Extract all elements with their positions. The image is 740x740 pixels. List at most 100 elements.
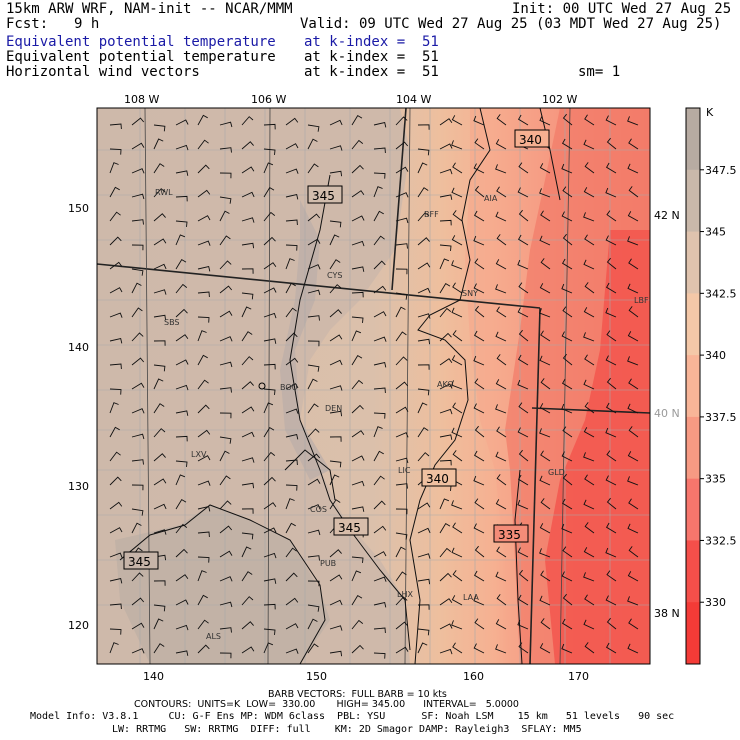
wind-barb [219, 260, 232, 270]
lat-label: 38 N [654, 607, 680, 620]
wind-barb [329, 220, 342, 228]
wind-barb [241, 242, 255, 249]
graticule [144, 108, 571, 664]
wind-barb [627, 283, 639, 294]
wind-barb [241, 292, 254, 300]
wind-barb [373, 387, 386, 394]
wind-barb [197, 330, 207, 342]
wind-barb [583, 572, 595, 582]
wind-barb [131, 648, 145, 654]
wind-barb [175, 283, 188, 294]
wind-barb [496, 474, 507, 486]
contour-label: 335 [498, 528, 521, 542]
wind-barb [584, 402, 595, 414]
wind-barb [351, 430, 365, 438]
wind-barb [561, 403, 573, 414]
wind-barb [606, 570, 617, 582]
wind-barb [584, 594, 595, 606]
wind-barb [329, 334, 343, 342]
wind-barb [131, 508, 144, 516]
wind-barb [539, 595, 551, 606]
wind-barb [307, 453, 321, 462]
wind-barb [373, 235, 385, 246]
wind-barb [197, 189, 211, 198]
wind-barb [219, 172, 232, 179]
wind-barb [241, 217, 255, 223]
wind-barb [175, 384, 189, 391]
wind-barb [307, 124, 320, 132]
wind-barb [518, 402, 529, 414]
wind-barb [131, 244, 144, 251]
wind-barb [495, 331, 507, 342]
wind-barb [395, 646, 409, 654]
wind-barb [329, 145, 343, 151]
wind-barb [351, 354, 363, 366]
wind-barb [561, 138, 573, 150]
wind-barb [605, 187, 617, 198]
wind-barb [109, 501, 123, 510]
wind-barb [417, 124, 430, 130]
wind-barb [263, 628, 276, 635]
wind-barb [417, 502, 431, 510]
wind-barb [351, 594, 363, 606]
wind-barb [583, 259, 595, 270]
wind-barb [562, 233, 573, 246]
wind-barb [473, 210, 485, 222]
wind-barb [439, 459, 452, 466]
wind-barb [605, 355, 617, 366]
wind-barb [452, 402, 463, 414]
wind-barb [175, 460, 188, 467]
wind-barb [109, 261, 123, 270]
wind-barb [417, 237, 430, 246]
wind-barb [263, 211, 276, 222]
wind-barb [285, 522, 296, 534]
wind-barb [452, 450, 463, 462]
wind-barb [109, 162, 119, 174]
wind-barb [153, 503, 167, 510]
wind-barb [329, 599, 343, 606]
wind-barb [241, 431, 255, 438]
wind-barb [439, 547, 452, 558]
wind-barb [473, 595, 485, 606]
wind-barb [109, 337, 123, 344]
wind-barb [307, 238, 321, 246]
wind-barb [175, 195, 188, 202]
field-level-3: at k-index = 51 [304, 64, 439, 80]
wind-barb [473, 163, 485, 174]
colorbar-segment [686, 293, 700, 356]
wind-barb [175, 650, 189, 656]
smoothing-label: sm= 1 [578, 64, 621, 80]
wind-barb [153, 163, 165, 174]
wind-barb [539, 428, 551, 438]
wind-barb [285, 168, 299, 174]
wind-barb [329, 460, 342, 468]
wind-barb [517, 474, 529, 486]
contour-label: 345 [128, 555, 151, 569]
wind-barb [241, 356, 254, 366]
wind-barb [131, 117, 145, 126]
wind-barb [263, 363, 276, 370]
wind-barb [518, 162, 529, 174]
wind-barb [197, 114, 208, 126]
wind-barb [395, 532, 408, 540]
wind-barb [474, 498, 485, 510]
wind-barb [395, 166, 409, 174]
wind-barb [329, 650, 343, 657]
wind-barb [351, 404, 364, 414]
wind-barb [197, 291, 210, 298]
wind-barb [153, 213, 166, 222]
wind-barb [109, 312, 123, 318]
wind-barb [517, 427, 529, 438]
wind-barb [197, 480, 211, 486]
wind-barb [518, 449, 529, 462]
wind-barb [175, 334, 189, 342]
wind-barb [473, 643, 485, 654]
wind-barb [329, 410, 343, 417]
wind-barb [451, 260, 463, 270]
wind-barb [495, 379, 507, 390]
wind-barb [395, 217, 409, 224]
wind-barb [307, 504, 321, 510]
colorbar-border [685, 107, 701, 665]
wind-barb [473, 330, 485, 342]
wind-barb [417, 338, 431, 345]
